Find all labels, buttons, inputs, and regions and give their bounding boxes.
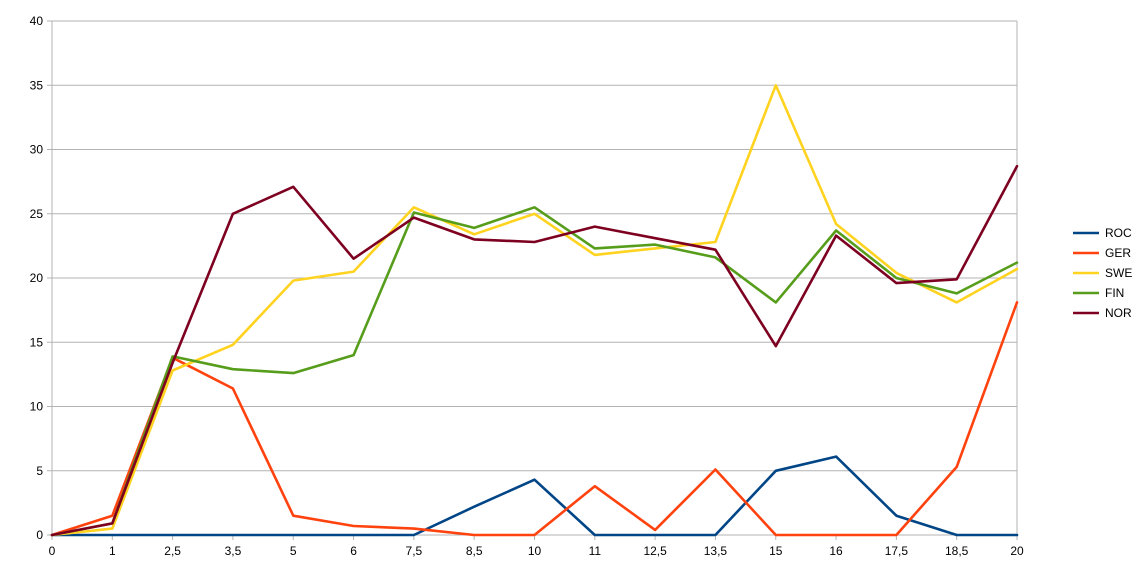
legend-label-nor: NOR xyxy=(1105,306,1132,320)
legend: ROC GER SWE FIN NOR xyxy=(1073,226,1132,320)
series-lines xyxy=(50,84,1019,537)
x-tick-label: 13,5 xyxy=(704,544,728,558)
y-tick-label: 40 xyxy=(30,14,44,28)
y-tick-label: 0 xyxy=(36,528,43,542)
x-tick-label: 15 xyxy=(769,544,783,558)
x-tick-label: 17,5 xyxy=(885,544,909,558)
x-tick-label: 18,5 xyxy=(945,544,969,558)
legend-label-roc: ROC xyxy=(1105,226,1132,240)
x-tick-label: 2,5 xyxy=(164,544,181,558)
y-tick-label: 25 xyxy=(30,207,44,221)
y-axis-tick-labels: 0 5 10 15 20 25 30 35 40 xyxy=(30,14,44,542)
legend-label-fin: FIN xyxy=(1105,286,1124,300)
legend-label-swe: SWE xyxy=(1105,266,1132,280)
series-line-swe xyxy=(50,84,1019,537)
x-tick-label: 5 xyxy=(290,544,297,558)
series-line-ger xyxy=(50,301,1019,537)
x-tick-label: 11 xyxy=(589,544,602,558)
x-tick-label: 1 xyxy=(109,544,116,558)
y-tick-label: 20 xyxy=(30,271,44,285)
x-tick-label: 8,5 xyxy=(466,544,483,558)
y-tick-label: 35 xyxy=(30,78,44,92)
series-line-nor xyxy=(50,164,1019,537)
x-tick-label: 16 xyxy=(829,544,843,558)
y-tick-label: 30 xyxy=(30,143,44,157)
x-tick-label: 10 xyxy=(528,544,542,558)
x-axis-tick-labels: 0 1 2,5 3,5 5 6 7,5 8,5 10 11 12,5 13,5 15 16 17,5 18,5… xyxy=(49,544,1024,558)
y-tick-label: 15 xyxy=(30,335,44,349)
x-tick-label: 3,5 xyxy=(225,544,242,558)
y-tick-label: 5 xyxy=(36,464,43,478)
x-tick-label: 20 xyxy=(1010,544,1024,558)
legend-label-ger: GER xyxy=(1105,246,1131,260)
x-tick-label: 6 xyxy=(350,544,357,558)
y-tick-label: 10 xyxy=(30,400,44,414)
series-line-roc xyxy=(50,455,1019,537)
x-tick-label: 12,5 xyxy=(643,544,667,558)
x-tick-label: 0 xyxy=(49,544,56,558)
x-tick-label: 7,5 xyxy=(406,544,423,558)
series-line-fin xyxy=(50,206,1019,537)
